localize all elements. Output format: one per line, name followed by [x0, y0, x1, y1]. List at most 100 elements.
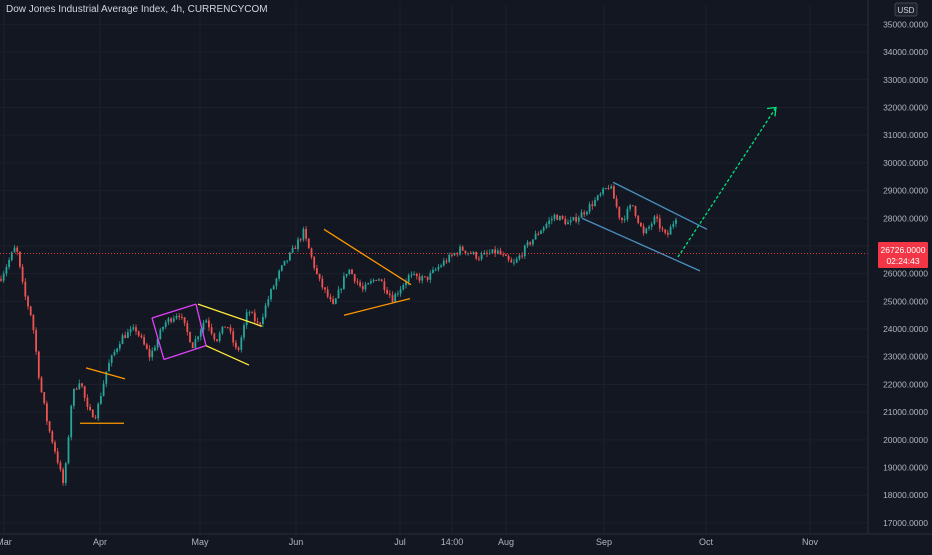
candle-body: [116, 348, 118, 352]
candle-body: [316, 268, 318, 274]
may-wedge-line: [205, 345, 250, 366]
candle-body: [334, 298, 337, 304]
candle-body: [564, 218, 567, 225]
candle-body: [183, 317, 186, 324]
price-tick-label: 18000.0000: [883, 490, 928, 500]
candle-body: [280, 265, 283, 271]
candle-body: [518, 255, 521, 259]
candle-body: [175, 315, 178, 319]
candle-body: [464, 250, 467, 254]
sep-channel-line: [581, 217, 701, 272]
candle-body: [642, 226, 645, 234]
candle-body: [154, 347, 156, 351]
candle-body: [442, 260, 445, 266]
candle-body: [658, 218, 661, 229]
candle-body: [626, 208, 629, 220]
candle-body: [5, 267, 8, 274]
candle-body: [40, 377, 43, 393]
june-triangle-line: [343, 297, 411, 316]
candle-body: [372, 279, 375, 282]
candle-body: [653, 216, 656, 224]
candle-body: [56, 451, 59, 463]
candle-body: [216, 339, 218, 341]
candle-body: [91, 409, 94, 418]
time-tick-label: 14:00: [441, 537, 464, 547]
candle-body: [229, 327, 232, 332]
currency-badge[interactable]: [894, 2, 918, 17]
april-flag-line: [163, 345, 207, 361]
candle-body: [550, 218, 553, 221]
candle-body: [507, 255, 510, 260]
candle-body: [343, 276, 345, 289]
candle-body: [29, 306, 32, 316]
candle-body: [221, 326, 224, 334]
candle-body: [515, 258, 518, 263]
candle-body: [189, 332, 191, 343]
candle-body: [542, 227, 545, 231]
candle-body: [35, 330, 37, 352]
candle-body: [291, 247, 294, 253]
candle-body: [67, 437, 70, 464]
candle-body: [302, 228, 305, 240]
candle-body: [621, 217, 623, 221]
candle-body: [448, 254, 451, 262]
candle-body: [2, 273, 5, 281]
price-tick-label: 23000.0000: [883, 352, 928, 362]
candle-body: [113, 351, 116, 356]
candle-body: [453, 253, 456, 256]
candle-body: [345, 273, 348, 277]
price-scale-ticks: 35000.0000 34000.0000 33000.0000 32000.0000…: [883, 19, 928, 528]
symbol-title: Dow Jones Industrial Average Index, 4h, …: [6, 4, 268, 15]
candle-body: [629, 205, 631, 209]
candle-body: [567, 222, 569, 225]
candle-body: [472, 252, 475, 254]
candle-body: [451, 254, 453, 256]
price-scale-background: [868, 0, 932, 550]
candle-body: [256, 321, 259, 323]
candle-body: [70, 405, 73, 438]
candle-body: [456, 253, 459, 255]
candle-body: [172, 318, 175, 322]
candle-body: [429, 272, 432, 280]
candle-body: [594, 200, 596, 206]
candle-body: [499, 250, 502, 255]
candle-body: [618, 206, 621, 218]
grid: [0, 5, 868, 534]
candle-body: [340, 288, 343, 290]
candle-body: [540, 230, 542, 234]
candle-body: [48, 421, 51, 432]
time-tick-label: Jun: [289, 537, 304, 547]
candle-body: [81, 383, 83, 387]
candle-body: [575, 217, 577, 222]
candle-body: [332, 299, 334, 304]
candle-body: [64, 463, 67, 484]
candle-body: [318, 273, 321, 279]
candle-body: [405, 281, 407, 286]
candle-body: [545, 223, 548, 228]
candle-body: [37, 351, 40, 378]
candle-body: [202, 322, 205, 330]
candle-body: [248, 312, 251, 314]
candle-body: [386, 289, 388, 294]
candle-body: [645, 228, 648, 234]
candle-body: [245, 312, 248, 326]
candle-body: [459, 246, 461, 255]
time-tick-label: Aug: [498, 537, 514, 547]
candle-body: [278, 270, 280, 279]
price-tick-label: 30000.0000: [883, 158, 928, 168]
candle-body: [669, 226, 672, 235]
time-tick-label: Sep: [596, 537, 612, 547]
price-tick-label: 35000.0000: [883, 19, 928, 29]
candle-body: [148, 348, 151, 358]
candle-body: [110, 355, 113, 363]
candle-body: [491, 249, 494, 254]
candle-body: [375, 279, 378, 281]
candle-body: [586, 211, 588, 215]
candle-body: [73, 388, 75, 406]
candle-body: [356, 281, 359, 283]
candle-body: [162, 326, 164, 330]
candle-body: [526, 242, 529, 246]
